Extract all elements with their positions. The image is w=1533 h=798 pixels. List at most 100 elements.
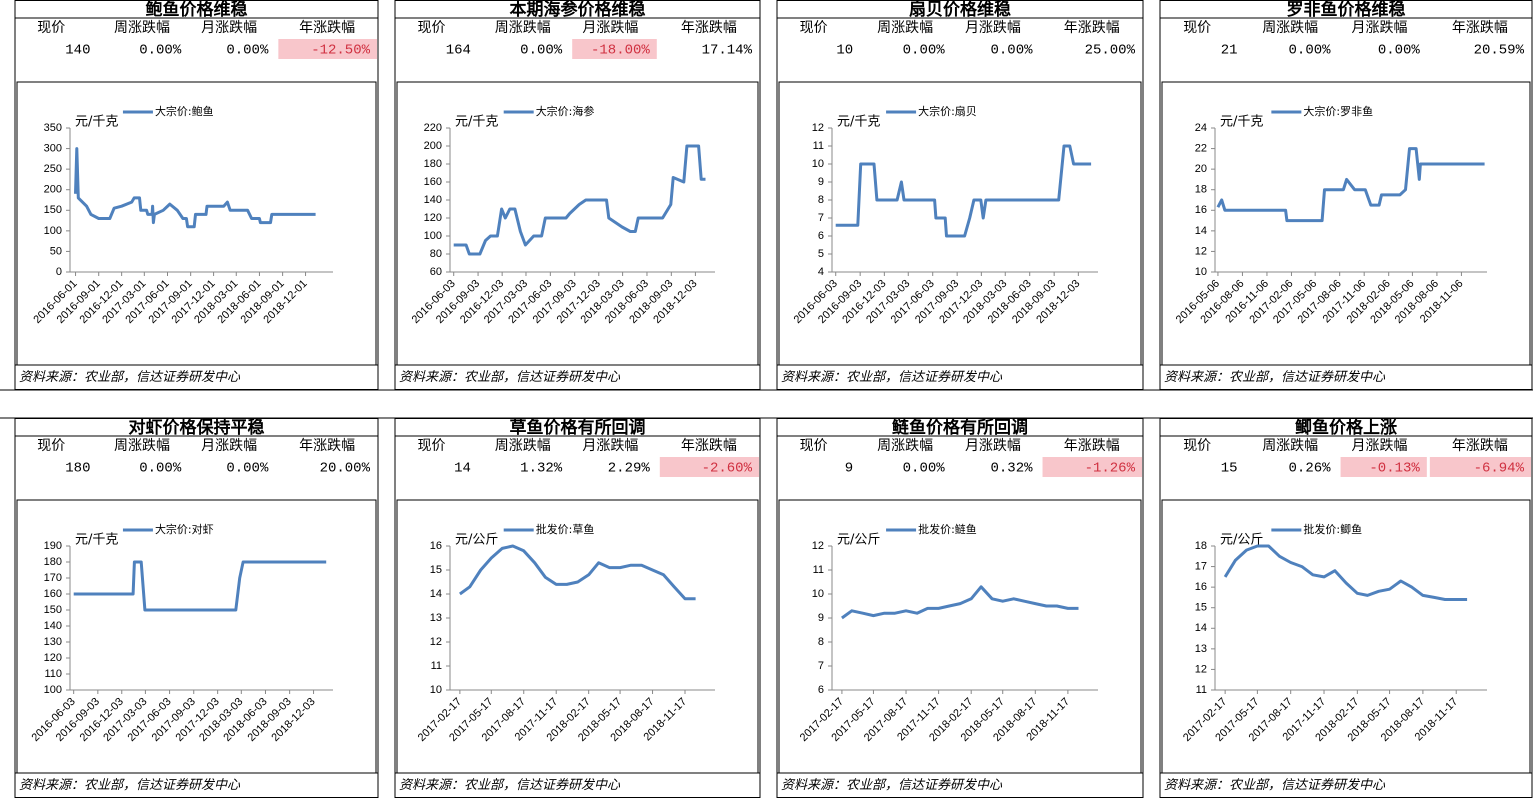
unit-label: 元/千克 bbox=[837, 115, 880, 130]
table-header: 年涨跌幅 bbox=[299, 20, 355, 36]
chart-frame bbox=[16, 81, 377, 366]
y-tick-label: 24 bbox=[1195, 122, 1207, 134]
y-tick-label: 170 bbox=[44, 572, 62, 584]
panel-title: 鲢鱼价格有所回调 bbox=[892, 417, 1028, 438]
y-tick-label: 100 bbox=[424, 230, 442, 242]
table-header: 年涨跌幅 bbox=[299, 438, 355, 454]
panel-frame bbox=[1159, 0, 1533, 390]
y-tick-label: 13 bbox=[1195, 643, 1207, 655]
y-tick-label: 8 bbox=[818, 636, 824, 648]
table-header: 周涨跌幅 bbox=[877, 20, 933, 36]
unit-label: 元/公斤 bbox=[455, 533, 498, 548]
y-tick-label: 120 bbox=[424, 212, 442, 224]
y-tick-label: 220 bbox=[424, 122, 442, 134]
y-tick-label: 120 bbox=[44, 652, 62, 664]
legend-label: 大宗价:海参 bbox=[536, 104, 595, 118]
table-value: 10 bbox=[836, 43, 853, 59]
table-value: -6.94% bbox=[1474, 461, 1525, 477]
panel-title: 罗非鱼价格维稳 bbox=[1287, 0, 1406, 20]
y-tick-label: 14 bbox=[1195, 622, 1207, 634]
y-tick-label: 10 bbox=[430, 684, 442, 696]
table-value: 0.00% bbox=[139, 43, 182, 59]
table-value: 21 bbox=[1221, 43, 1238, 59]
table-header: 月涨跌幅 bbox=[965, 20, 1021, 36]
y-tick-label: 17 bbox=[1195, 560, 1207, 572]
y-tick-label: 12 bbox=[430, 636, 442, 648]
table-header: 年涨跌幅 bbox=[1064, 438, 1120, 454]
source-note: 资料来源：农业部，信达证券研发中心 bbox=[399, 777, 621, 792]
table-header: 月涨跌幅 bbox=[965, 438, 1021, 454]
unit-label: 元/公斤 bbox=[837, 533, 880, 548]
highlight-cell bbox=[659, 457, 759, 477]
table-header: 月涨跌幅 bbox=[201, 438, 257, 454]
series-line bbox=[453, 144, 706, 256]
table-header: 现价 bbox=[37, 20, 65, 36]
series-line bbox=[841, 585, 1079, 620]
panel-title: 鲍鱼价格维稳 bbox=[146, 0, 248, 20]
y-tick-label: 200 bbox=[424, 140, 442, 152]
y-tick-label: 110 bbox=[44, 668, 62, 680]
table-header: 现价 bbox=[37, 438, 65, 454]
y-tick-label: 12 bbox=[812, 540, 824, 552]
highlight-cell bbox=[278, 39, 377, 59]
table-value: 0.00% bbox=[226, 461, 269, 477]
chart-frame bbox=[396, 81, 759, 366]
unit-label: 元/千克 bbox=[1220, 115, 1263, 130]
source-note: 资料来源：农业部，信达证券研发中心 bbox=[1164, 369, 1386, 384]
y-tick-label: 15 bbox=[430, 564, 442, 576]
y-tick-label: 0 bbox=[56, 266, 62, 278]
table-header: 现价 bbox=[1183, 20, 1211, 36]
series-line bbox=[459, 544, 696, 601]
y-tick-label: 140 bbox=[424, 194, 442, 206]
panel-title: 本期海参价格维稳 bbox=[510, 0, 646, 20]
series-line bbox=[73, 560, 327, 612]
table-value: -0.13% bbox=[1369, 461, 1420, 477]
table-header: 周涨跌幅 bbox=[877, 438, 933, 454]
unit-label: 元/公斤 bbox=[1220, 533, 1263, 548]
chart-frame bbox=[396, 499, 759, 774]
source-note: 资料来源：农业部，信达证券研发中心 bbox=[399, 369, 621, 384]
table-header: 月涨跌幅 bbox=[582, 438, 638, 454]
table-value: 0.32% bbox=[991, 461, 1034, 477]
y-tick-label: 4 bbox=[818, 266, 824, 278]
y-tick-label: 7 bbox=[818, 660, 824, 672]
legend-label: 大宗价:扇贝 bbox=[918, 104, 977, 118]
table-value: 164 bbox=[446, 43, 471, 59]
chart-frame bbox=[16, 499, 377, 774]
y-tick-label: 6 bbox=[818, 684, 824, 696]
y-tick-label: 80 bbox=[430, 248, 442, 260]
unit-label: 元/千克 bbox=[75, 533, 118, 548]
legend-label: 批发价:鲢鱼 bbox=[918, 522, 977, 536]
y-tick-label: 160 bbox=[424, 176, 442, 188]
y-tick-label: 12 bbox=[1195, 663, 1207, 675]
series-line bbox=[74, 147, 316, 229]
table-header: 周涨跌幅 bbox=[114, 20, 170, 36]
table-header: 月涨跌幅 bbox=[1351, 20, 1407, 36]
table-value: -12.50% bbox=[311, 43, 370, 59]
y-tick-label: 140 bbox=[44, 620, 62, 632]
highlight-cell bbox=[1042, 457, 1142, 477]
table-header: 周涨跌幅 bbox=[1262, 438, 1318, 454]
table-value: 140 bbox=[65, 43, 90, 59]
chart-frame bbox=[778, 499, 1142, 774]
table-header: 月涨跌幅 bbox=[582, 20, 638, 36]
y-tick-label: 60 bbox=[430, 266, 442, 278]
table-header: 年涨跌幅 bbox=[1452, 438, 1508, 454]
legend-label: 批发价:鲫鱼 bbox=[1303, 522, 1362, 536]
y-tick-label: 100 bbox=[44, 225, 62, 237]
panel-title: 鲫鱼价格上涨 bbox=[1295, 417, 1397, 438]
panel-frame bbox=[776, 0, 1144, 390]
table-header: 年涨跌幅 bbox=[1064, 20, 1120, 36]
source-note: 资料来源：农业部，信达证券研发中心 bbox=[19, 369, 241, 384]
source-note: 资料来源：农业部，信达证券研发中心 bbox=[19, 777, 241, 792]
y-tick-label: 130 bbox=[44, 636, 62, 648]
table-value: 0.00% bbox=[903, 461, 946, 477]
y-tick-label: 10 bbox=[812, 588, 824, 600]
table-value: 20.59% bbox=[1474, 43, 1525, 59]
table-value: -1.26% bbox=[1085, 461, 1136, 477]
legend-label: 批发价:草鱼 bbox=[536, 522, 595, 536]
table-value: 14 bbox=[454, 461, 471, 477]
